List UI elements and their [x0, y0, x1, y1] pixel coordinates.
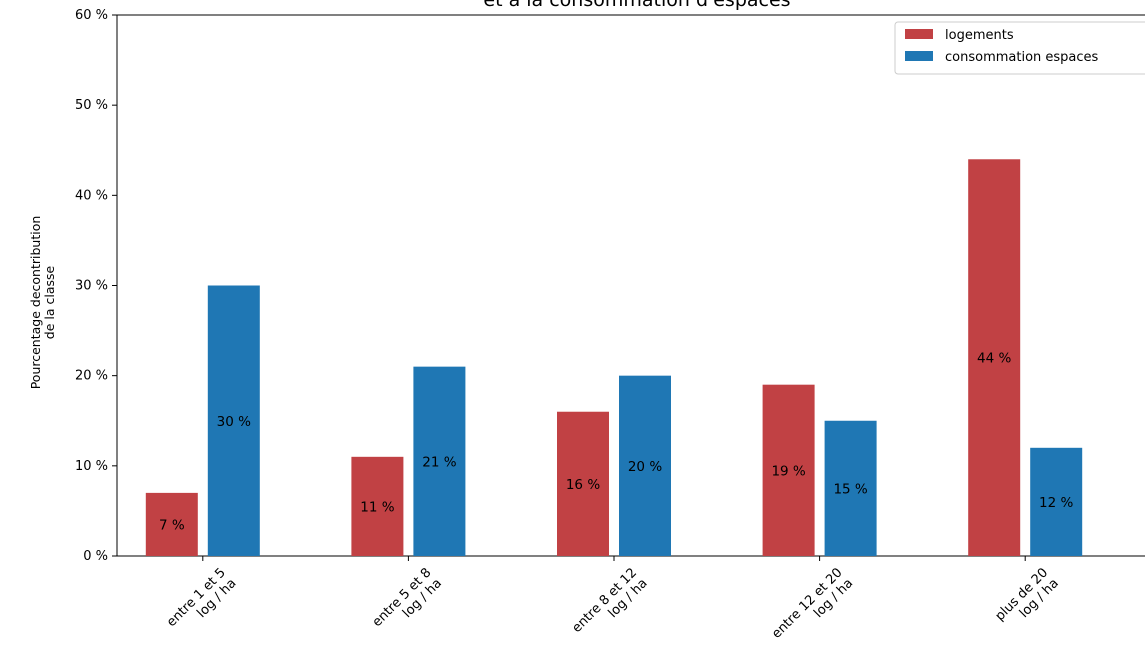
bar-logements	[968, 159, 1021, 556]
bar-consommation-espaces	[413, 366, 466, 556]
bar-consommation-espaces	[207, 285, 260, 556]
bar-logements	[762, 384, 815, 556]
bar-value-label: 44 %	[977, 351, 1011, 367]
legend: logements consommation espaces	[894, 21, 1145, 75]
y-tick-label: 0 %	[83, 549, 108, 564]
bar-value-label: 11 %	[360, 499, 394, 515]
y-tick-label: 40 %	[75, 188, 108, 203]
legend-swatch	[905, 29, 933, 39]
bar-consommation-espaces	[1030, 447, 1083, 556]
bar-logements	[557, 411, 609, 556]
y-axis-title-line: de la classe	[42, 265, 57, 339]
y-tick-label: 30 %	[75, 279, 108, 294]
bar-value-label: 15 %	[833, 481, 867, 497]
bar-value-label: 7 %	[159, 517, 185, 533]
y-tick-label: 50 %	[75, 98, 108, 113]
y-tick-label: 60 %	[75, 8, 108, 23]
y-tick-label: 20 %	[75, 369, 108, 384]
bar-labels: 7 % 30 % 11 % 21 % 16 % 20 % 19 % 15 % 44 % 12 %	[159, 351, 1074, 534]
bar-value-label: 20 %	[628, 459, 662, 475]
legend-swatch	[905, 51, 933, 61]
y-axis-title-line: Pourcentage decontribution	[28, 216, 43, 390]
chart-title: et à la consommation d'espaces	[483, 0, 790, 11]
bar-value-label: 19 %	[771, 463, 805, 479]
bar-consommation-espaces	[824, 420, 877, 556]
y-axis-title: Pourcentage decontribution de la classe	[28, 216, 57, 390]
legend-label: consommation espaces	[945, 50, 1099, 65]
y-axis: 0 % 10 % 20 % 30 % 40 % 50 % 60 %	[75, 8, 117, 564]
bar-consommation-espaces	[619, 375, 671, 556]
bar-logements	[145, 492, 198, 556]
y-tick-label: 10 %	[75, 459, 108, 474]
bar-logements	[351, 456, 404, 556]
bar-value-label: 12 %	[1039, 495, 1073, 511]
bar-value-label: 30 %	[217, 414, 251, 430]
bars	[145, 159, 1083, 556]
y-axis-title-group: Pourcentage decontribution de la classe	[28, 216, 57, 390]
bar-value-label: 16 %	[566, 477, 600, 493]
legend-label: logements	[945, 28, 1014, 43]
bar-value-label: 21 %	[422, 454, 456, 470]
legend-box	[894, 21, 1145, 75]
